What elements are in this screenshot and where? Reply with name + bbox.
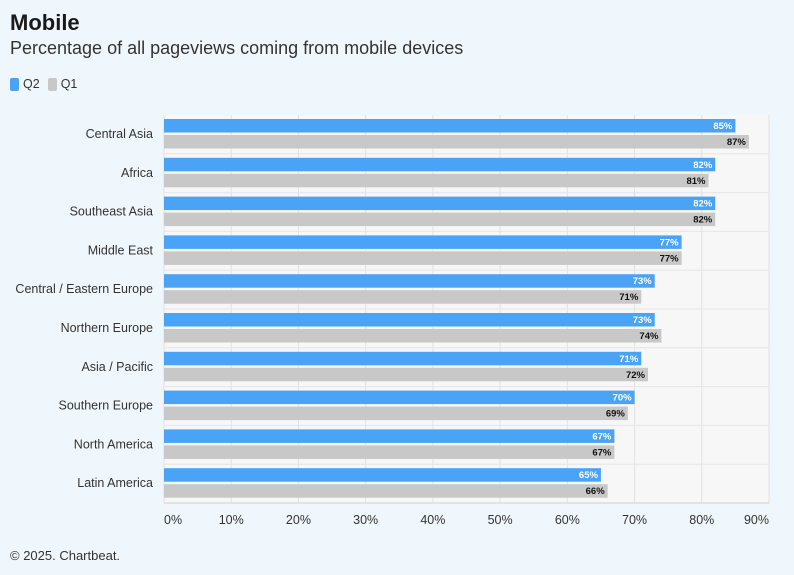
bar-q2 xyxy=(164,274,655,288)
data-label-q2: 82% xyxy=(693,160,713,171)
bar-q1 xyxy=(164,484,608,498)
chart-title: Mobile xyxy=(10,10,80,35)
data-label-q1: 66% xyxy=(586,486,606,497)
data-label-q2: 70% xyxy=(613,393,633,404)
data-label-q1: 87% xyxy=(727,137,747,148)
data-label-q1: 67% xyxy=(592,447,612,458)
data-label-q1: 69% xyxy=(606,409,626,420)
bar-q2 xyxy=(164,313,655,327)
legend-item-q1[interactable]: Q1 xyxy=(47,77,78,91)
legend-label-q2: Q2 xyxy=(23,77,40,91)
x-tick-label: 60% xyxy=(555,513,580,527)
legend-swatch-q1 xyxy=(47,77,57,91)
data-label-q2: 85% xyxy=(713,121,733,132)
footer-credit: © 2025. Chartbeat. xyxy=(10,548,121,563)
bar-q1 xyxy=(164,251,682,265)
category-label: Asia / Pacific xyxy=(81,360,153,374)
category-label: North America xyxy=(74,437,153,451)
data-label-q2: 82% xyxy=(693,199,713,210)
bar-q2 xyxy=(164,468,601,482)
bar-q2 xyxy=(164,157,716,172)
x-tick-label: 50% xyxy=(488,513,513,527)
category-label: Middle East xyxy=(88,243,154,257)
bar-q1 xyxy=(164,329,662,343)
chart-subtitle: Percentage of all pageviews coming from … xyxy=(10,38,464,58)
bar-q1 xyxy=(164,406,628,421)
data-label-q2: 77% xyxy=(660,237,680,248)
data-label-q1: 72% xyxy=(626,370,646,381)
category-label: Central Asia xyxy=(86,127,153,141)
bar-q2 xyxy=(164,429,615,443)
legend-swatch-q2 xyxy=(10,77,19,91)
bar-q2 xyxy=(164,235,682,249)
data-label-q2: 73% xyxy=(633,315,653,326)
x-tick-label: 90% xyxy=(744,513,769,527)
data-label-q1: 71% xyxy=(619,292,639,303)
x-tick-label: 10% xyxy=(219,513,244,527)
legend-label-q1: Q1 xyxy=(60,77,78,91)
x-tick-label: 40% xyxy=(420,513,445,527)
data-label-q2: 65% xyxy=(579,470,599,481)
data-label-q1: 82% xyxy=(693,215,713,226)
x-tick-label: 30% xyxy=(353,513,378,527)
bar-q1 xyxy=(164,212,716,227)
bar-q2 xyxy=(164,196,716,211)
bar-q1 xyxy=(164,173,709,188)
bar-q2 xyxy=(164,351,642,366)
x-tick-label: 70% xyxy=(622,513,647,527)
data-label-q2: 73% xyxy=(633,276,653,287)
category-label: Africa xyxy=(121,166,153,180)
data-label-q1: 74% xyxy=(639,331,659,342)
category-label: Latin America xyxy=(77,476,153,490)
data-label-q2: 71% xyxy=(619,354,639,365)
category-label: Northern Europe xyxy=(61,321,153,335)
bar-q1 xyxy=(164,290,642,304)
legend-item-q2[interactable]: Q2 xyxy=(10,77,40,91)
bar-q1 xyxy=(164,445,615,459)
bar-q2 xyxy=(164,390,635,405)
data-label-q1: 77% xyxy=(660,253,680,264)
data-label-q2: 67% xyxy=(592,431,612,442)
x-tick-label: 0% xyxy=(164,513,182,527)
x-tick-label: 80% xyxy=(689,513,714,527)
category-label: Central / Eastern Europe xyxy=(15,282,153,296)
data-label-q1: 81% xyxy=(686,176,706,187)
category-label: Southeast Asia xyxy=(70,205,153,219)
x-tick-label: 20% xyxy=(286,513,311,527)
category-label: Southern Europe xyxy=(58,399,153,413)
legend: Q2 Q1 xyxy=(10,77,77,91)
bar-q1 xyxy=(164,135,749,149)
bar-q2 xyxy=(164,119,736,133)
bar-q1 xyxy=(164,367,648,382)
